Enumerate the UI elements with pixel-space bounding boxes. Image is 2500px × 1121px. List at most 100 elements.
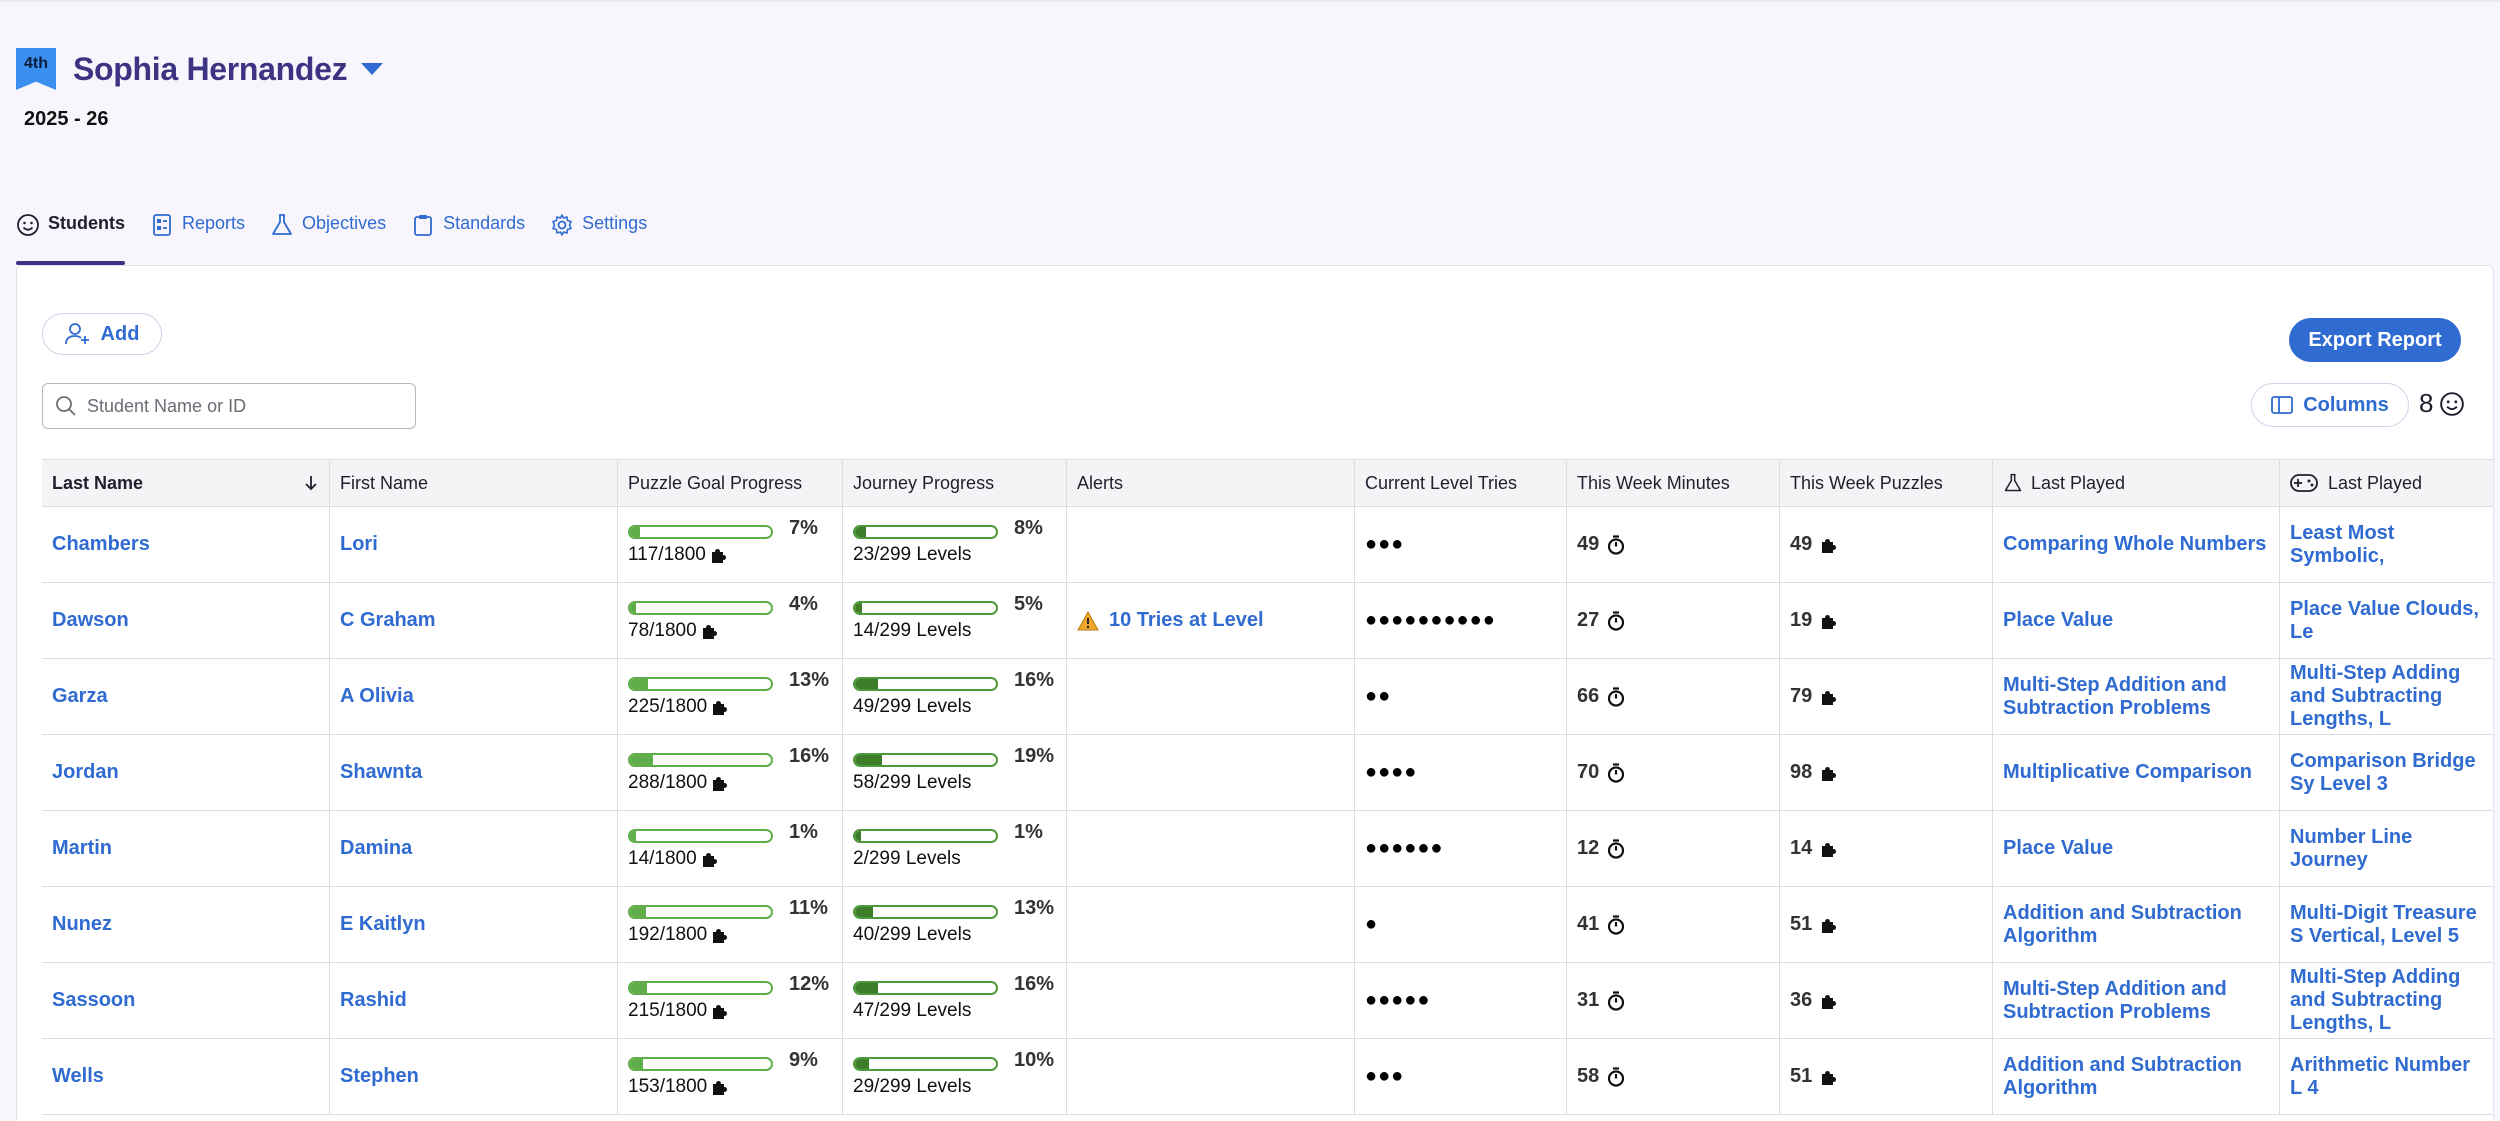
table-row[interactable]: Wells Stephen 9% 153/1800 10% 29/299 Levels ●●… [42,1039,2493,1115]
journey-count: 14/299 Levels [853,620,972,641]
last-name-link[interactable]: Martin [52,837,112,859]
journey-progress-fill [855,602,863,613]
clipboard-icon [414,215,432,236]
journey-progress-fill [855,830,861,841]
journey-progress-bar [853,600,998,615]
first-name-link[interactable]: Shawnta [340,761,423,783]
tab-students[interactable]: Students [16,205,126,265]
tab-label: Objectives [302,213,387,233]
last-game-link[interactable]: Place Value Clouds, Le [2290,597,2479,643]
tab-objectives[interactable]: Objectives [270,205,386,265]
add-user-icon [64,323,89,345]
last-game-link[interactable]: Least Most Symbolic, [2290,521,2395,567]
column-header-last-played-game[interactable]: Last Played [2280,460,2493,506]
last-objective-link[interactable]: Addition and Subtraction Algorithm [2003,901,2242,947]
last-game-link[interactable]: Multi-Step Adding and Subtracting Length… [2290,662,2461,730]
last-objective-link[interactable]: Place Value [2003,837,2114,859]
alert-link[interactable]: 10 Tries at Level [1077,609,1264,632]
table-row[interactable]: Chambers Lori 7% 117/1800 8% 23/299 Levels ●●●… [42,507,2493,583]
last-objective-link[interactable]: Multi-Step Addition and Subtraction Prob… [2003,977,2227,1023]
first-name-link[interactable]: Rashid [340,989,407,1011]
flask-icon [272,214,292,235]
first-name-link[interactable]: A Olivia [340,685,414,707]
last-name-cell: Jordan [42,735,330,810]
puzzles-value: 36 [1790,989,1813,1011]
add-student-button[interactable]: Add [42,313,162,355]
column-header-tries[interactable]: Current Level Tries [1355,460,1567,506]
puzzle-goal-cell: 11% 192/1800 [618,887,843,962]
last-name-cell: Garza [42,659,330,734]
class-selector-name[interactable]: Sophia Hernandez [73,50,348,87]
puzzle-count: 215/1800 [628,1000,708,1021]
warning-icon [1077,610,1099,630]
journey-progress-percent: 19% [1014,745,1055,767]
export-report-button[interactable]: Export Report [2289,318,2461,362]
minutes-cell: 70 [1567,735,1780,810]
search-input[interactable] [87,395,407,417]
tab-settings[interactable]: Settings [550,205,647,265]
puzzles-cell: 98 [1780,735,1993,810]
column-header-alerts[interactable]: Alerts [1067,460,1355,506]
alerts-cell [1067,887,1355,962]
journey-progress-bar [853,752,998,767]
minutes-value: 41 [1577,913,1600,935]
column-header-puzzles[interactable]: This Week Puzzles [1780,460,1993,506]
stopwatch-icon [1608,686,1625,707]
tab-reports[interactable]: Reports [150,205,245,265]
last-game-cell: Multi-Digit Treasure S Vertical, Level 5 [2280,887,2493,962]
column-header-minutes[interactable]: This Week Minutes [1567,460,1780,506]
journey-progress-percent: 16% [1014,973,1055,995]
puzzle-icon [1822,1070,1837,1085]
first-name-link[interactable]: E Kaitlyn [340,913,426,935]
first-name-link[interactable]: Damina [340,837,413,859]
puzzle-icon [713,701,728,715]
last-objective-link[interactable]: Place Value [2003,609,2114,631]
last-game-link[interactable]: Comparison Bridge Sy Level 3 [2290,749,2476,795]
last-objective-link[interactable]: Comparing Whole Numbers [2003,533,2267,555]
table-row[interactable]: Martin Damina 1% 14/1800 1% 2/299 Levels ●●●●●… [42,811,2493,887]
tries-dots: ●●●●● [1365,989,1431,1011]
minutes-value: 70 [1577,761,1600,783]
last-objective-link[interactable]: Addition and Subtraction Algorithm [2003,1053,2242,1099]
column-header-last-played-objective[interactable]: Last Played [1993,460,2280,506]
last-game-link[interactable]: Number Line Journey [2290,825,2413,871]
tab-standards[interactable]: Standards [411,205,525,265]
last-name-link[interactable]: Sassoon [52,989,136,1011]
journey-progress-percent: 13% [1014,897,1055,919]
puzzle-goal-cell: 4% 78/1800 [618,583,843,658]
table-row[interactable]: Nunez E Kaitlyn 11% 192/1800 13% 40/299 Level… [42,887,2493,963]
last-objective-link[interactable]: Multi-Step Addition and Subtraction Prob… [2003,673,2227,719]
journey-progress-percent: 10% [1014,1049,1055,1071]
last-name-link[interactable]: Nunez [52,913,112,935]
column-header-first-name[interactable]: First Name [330,460,618,506]
smiley-icon [2440,391,2465,416]
column-header-puzzle-goal[interactable]: Puzzle Goal Progress [618,460,843,506]
last-objective-link[interactable]: Multiplicative Comparison [2003,761,2252,783]
last-name-link[interactable]: Jordan [52,761,119,783]
first-name-link[interactable]: Lori [340,533,378,555]
last-name-link[interactable]: Garza [52,685,108,707]
last-name-link[interactable]: Wells [52,1065,104,1087]
chevron-down-icon[interactable] [361,63,384,75]
column-header-journey[interactable]: Journey Progress [843,460,1067,506]
table-row[interactable]: Garza A Olivia 13% 225/1800 16% 49/299 Levels… [42,659,2493,735]
last-name-link[interactable]: Dawson [52,609,129,631]
journey-cell: 10% 29/299 Levels [843,1039,1067,1114]
first-name-link[interactable]: Stephen [340,1065,419,1087]
last-game-link[interactable]: Arithmetic Number L 4 [2290,1053,2471,1099]
last-name-link[interactable]: Chambers [52,533,150,555]
minutes-value: 58 [1577,1065,1600,1087]
last-game-link[interactable]: Multi-Digit Treasure S Vertical, Level 5 [2290,901,2477,947]
puzzle-count: 117/1800 [628,544,706,565]
grade-badge: 4th [16,48,56,90]
column-header-last-name[interactable]: Last Name [42,460,330,506]
table-row[interactable]: Dawson C Graham 4% 78/1800 5% 14/299 Levels 10… [42,583,2493,659]
table-row[interactable]: Jordan Shawnta 16% 288/1800 19% 58/299 Levels… [42,735,2493,811]
first-name-link[interactable]: C Graham [340,609,436,631]
puzzle-progress-percent: 12% [789,973,830,995]
columns-button[interactable]: Columns [2251,383,2409,427]
last-game-link[interactable]: Multi-Step Adding and Subtracting Length… [2290,966,2461,1034]
table-row[interactable]: Sassoon Rashid 12% 215/1800 16% 47/299 Levels… [42,963,2493,1039]
last-objective-cell: Place Value [1993,583,2280,658]
student-search [42,383,416,429]
